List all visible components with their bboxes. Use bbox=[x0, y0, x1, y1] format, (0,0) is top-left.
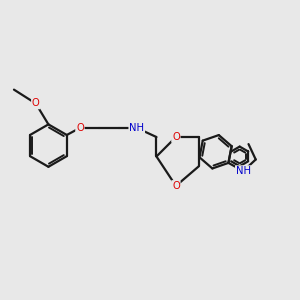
Text: NH: NH bbox=[129, 123, 144, 133]
Text: O: O bbox=[32, 98, 40, 109]
Text: O: O bbox=[172, 132, 180, 142]
Text: NH: NH bbox=[236, 166, 251, 176]
Text: O: O bbox=[172, 181, 180, 191]
Text: O: O bbox=[76, 123, 84, 133]
